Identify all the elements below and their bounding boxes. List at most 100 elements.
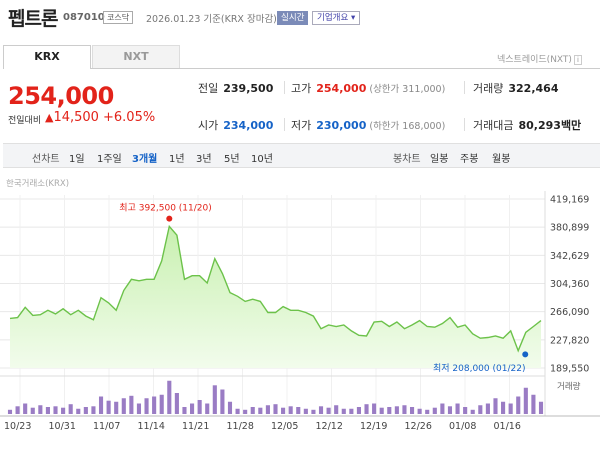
market-badge: 코스닥	[103, 11, 134, 24]
volume-bar	[174, 393, 179, 414]
volume-bar	[402, 405, 407, 414]
stat-value: 234,000	[223, 119, 274, 132]
volume-bar	[182, 407, 187, 414]
x-tick-label: 11/14	[138, 421, 165, 432]
x-tick-label: 11/28	[227, 421, 254, 432]
y-tick-label: 419,169	[550, 195, 589, 206]
volume-bar	[296, 407, 301, 414]
period-3m[interactable]: 3개월	[132, 154, 158, 165]
x-tick-label: 12/05	[271, 421, 298, 432]
volume-bar	[372, 403, 377, 414]
candle-chart-label[interactable]: 봉차트	[393, 154, 421, 165]
x-tick-label: 10/31	[49, 421, 76, 432]
stat-value: 230,000	[316, 119, 367, 132]
volume-bar	[53, 406, 58, 414]
y-tick-label: 342,629	[550, 251, 589, 262]
volume-bar	[258, 407, 263, 414]
volume-bar	[114, 401, 119, 414]
volume-bar	[447, 406, 453, 414]
volume-bar	[23, 403, 28, 414]
volume-bar	[288, 406, 293, 414]
volume-bar	[30, 407, 35, 414]
volume-bar	[68, 404, 73, 414]
volume-bar	[538, 401, 544, 414]
stat-label: 거래량	[473, 82, 504, 95]
period-1y[interactable]: 1년	[169, 154, 185, 165]
volume-bar	[15, 406, 20, 414]
volume-bar	[440, 403, 445, 414]
stock-name: 펩트론	[8, 8, 58, 30]
volume-bar	[61, 407, 66, 414]
volume-bar	[235, 408, 240, 414]
nxt-link[interactable]: 넥스트레이드(NXT) i	[497, 52, 582, 65]
candle-daily[interactable]: 일봉	[430, 154, 449, 165]
y-tick-label: 266,090	[550, 307, 589, 318]
change-label: 전일대비	[8, 116, 42, 126]
x-tick-label: 11/07	[93, 421, 120, 432]
volume-bar	[379, 407, 384, 414]
price-area	[10, 226, 541, 368]
volume-bar	[7, 409, 13, 414]
volume-bar	[531, 394, 536, 414]
stat-label: 고가	[291, 82, 312, 95]
info-icon: i	[573, 55, 582, 65]
y-tick-label: 304,360	[550, 279, 589, 290]
volume-bar	[45, 407, 50, 414]
volume-bar	[356, 407, 361, 414]
realtime-button[interactable]: 실시간	[277, 11, 309, 25]
volume-bar	[250, 407, 255, 414]
period-1d[interactable]: 1일	[69, 154, 85, 165]
volume-bar	[265, 405, 270, 414]
y-tick-label: 189,550	[550, 364, 589, 375]
tab-krx[interactable]: KRX	[3, 45, 91, 69]
max-marker	[166, 215, 173, 222]
y-tick-label: 380,899	[550, 223, 589, 234]
candle-monthly[interactable]: 월봉	[492, 154, 511, 165]
divider	[464, 81, 465, 94]
x-tick-label: 01/08	[449, 421, 476, 432]
volume-bar	[220, 389, 225, 414]
period-3y[interactable]: 3년	[196, 154, 212, 165]
volume-bar	[281, 407, 286, 414]
volume-bar	[387, 407, 392, 414]
volume-bar	[227, 401, 233, 414]
max-label: 최고 392,500 (11/20)	[119, 203, 211, 214]
min-label: 최저 208,000 (01/22)	[433, 363, 525, 374]
volume-bar	[455, 403, 460, 414]
stat-value: 322,464	[508, 82, 559, 95]
divider	[284, 118, 285, 131]
volume-bar	[205, 403, 210, 414]
volume-bar	[326, 407, 331, 414]
volume-bar	[478, 405, 483, 414]
volume-bar	[98, 396, 104, 414]
volume-bar	[212, 385, 217, 414]
volume-bar	[197, 400, 202, 414]
stat-label: 전일	[198, 82, 219, 95]
volume-bar	[159, 394, 164, 414]
volume-bar	[190, 403, 195, 414]
change-value: ▲14,500	[45, 110, 99, 125]
volume-bar	[106, 400, 111, 414]
change-percent: +6.05%	[103, 110, 156, 125]
period-5y[interactable]: 5년	[224, 154, 240, 165]
company-info-button[interactable]: 기업개요 ▾	[312, 11, 361, 25]
line-chart-label[interactable]: 선차트	[32, 154, 60, 165]
period-10y[interactable]: 10년	[251, 154, 273, 165]
volume-bar	[417, 408, 422, 414]
volume-bar	[91, 406, 96, 414]
volume-bar	[425, 409, 430, 414]
x-tick-label: 12/12	[316, 421, 343, 432]
period-1w[interactable]: 1주일	[97, 154, 122, 165]
volume-bar	[76, 408, 81, 414]
x-tick-label: 12/26	[405, 421, 432, 432]
volume-bar	[273, 404, 278, 414]
volume-bar	[334, 405, 339, 414]
stat-value: 239,500	[223, 82, 274, 95]
chevron-down-icon: ▾	[350, 13, 356, 23]
divider	[284, 81, 285, 94]
candle-weekly[interactable]: 주봉	[460, 154, 479, 165]
stat-low: 저가 230,000 (하한가 168,000)	[291, 117, 445, 133]
volume-bar	[136, 403, 142, 414]
volume-bar	[318, 406, 324, 414]
